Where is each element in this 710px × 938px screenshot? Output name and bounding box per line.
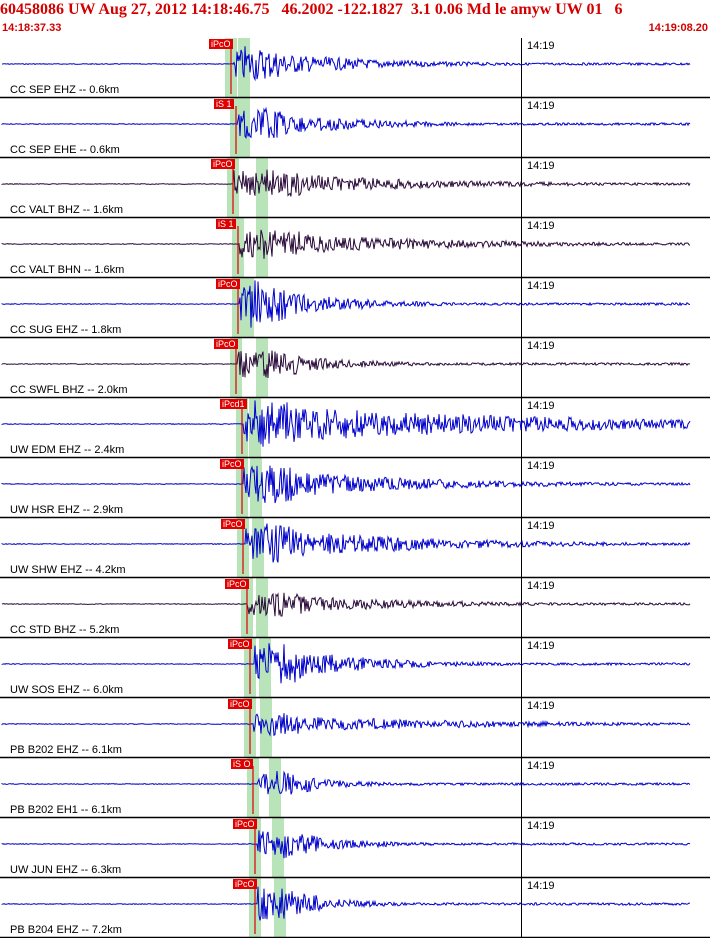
waveform-trace[interactable] <box>1 830 691 859</box>
waveform-trace[interactable] <box>1 106 691 139</box>
waveform-trace[interactable] <box>1 400 691 447</box>
s-window-band <box>259 638 271 698</box>
waveform-trace[interactable] <box>1 523 691 563</box>
waveform-trace[interactable] <box>2 46 691 82</box>
minute-label: 14:19 <box>527 100 555 112</box>
minute-label: 14:19 <box>527 520 555 532</box>
station-label: CC SWFL BHZ -- 2.0km <box>10 384 128 396</box>
minute-label: 14:19 <box>527 400 555 412</box>
waveform-trace[interactable] <box>1 643 691 684</box>
s-window-band <box>269 758 281 818</box>
station-label: PB B202 EH1 -- 6.1km <box>10 804 122 816</box>
phase-pick-label[interactable]: iPcO <box>216 279 240 289</box>
s-window-band <box>256 158 268 218</box>
minute-label: 14:19 <box>527 820 555 832</box>
s-window-band <box>272 818 284 878</box>
s-window-band <box>274 878 286 938</box>
station-label: PB B204 EHZ -- 7.2km <box>10 924 122 936</box>
s-window-band <box>249 398 261 458</box>
phase-pick-label[interactable]: iS 1 <box>216 219 236 229</box>
minute-label: 14:19 <box>527 40 555 52</box>
phase-pick-label[interactable]: iPcO <box>233 879 257 889</box>
waveform-trace[interactable] <box>1 592 691 617</box>
phase-pick-label[interactable]: iPcd1 <box>220 399 247 409</box>
phase-pick-label[interactable]: iPcO <box>209 39 233 49</box>
minute-label: 14:19 <box>527 160 555 172</box>
phase-pick-label[interactable]: iPcO <box>233 819 257 829</box>
s-window-band <box>256 218 268 278</box>
phase-pick-label[interactable]: iPcO <box>211 159 235 169</box>
start-time: 14:18:37.33 <box>2 22 62 34</box>
event-title: 60458086 UW Aug 27, 2012 14:18:46.75 46.… <box>0 1 623 18</box>
station-label: UW SOS EHZ -- 6.0km <box>10 684 124 696</box>
waveform-trace[interactable] <box>1 770 691 795</box>
station-label: UW HSR EHZ -- 2.9km <box>10 504 124 516</box>
waveform-trace[interactable] <box>1 280 690 328</box>
phase-pick-label[interactable]: iS O <box>231 759 253 769</box>
minute-label: 14:19 <box>527 340 555 352</box>
minute-label: 14:19 <box>527 280 555 292</box>
station-label: CC VALT BHN -- 1.6km <box>10 264 125 276</box>
s-window-band <box>238 98 250 158</box>
phase-pick-label[interactable]: iPcO <box>220 459 244 469</box>
phase-pick-label[interactable]: iS 1 <box>214 99 234 109</box>
station-label: PB B202 EHZ -- 6.1km <box>10 744 122 756</box>
station-label: CC SUG EHZ -- 1.8km <box>10 324 122 336</box>
s-window-band <box>260 698 272 758</box>
phase-pick-label[interactable]: iPcO <box>225 579 249 589</box>
waveform-canvas[interactable] <box>0 38 710 938</box>
phase-pick-label[interactable]: iPcO <box>228 639 252 649</box>
waveform-trace[interactable] <box>1 229 691 259</box>
event-header: 60458086 UW Aug 27, 2012 14:18:46.75 46.… <box>0 0 710 38</box>
minute-label: 14:19 <box>527 880 555 892</box>
phase-pick-label[interactable]: iPcO <box>221 519 245 529</box>
waveform-trace[interactable] <box>1 713 691 737</box>
minute-label: 14:19 <box>527 700 555 712</box>
minute-label: 14:19 <box>527 220 555 232</box>
minute-label: 14:19 <box>527 760 555 772</box>
station-label: CC SEP EHZ -- 0.6km <box>10 84 120 96</box>
station-label: UW JUN EHZ -- 6.3km <box>10 864 122 876</box>
station-label: UW EDM EHZ -- 2.4km <box>10 444 125 456</box>
phase-pick-label[interactable]: iPcO <box>214 339 238 349</box>
minute-label: 14:19 <box>527 640 555 652</box>
station-label: UW SHW EHZ -- 4.2km <box>10 564 126 576</box>
waveform-trace[interactable] <box>1 886 690 921</box>
station-label: CC VALT BHZ -- 1.6km <box>10 204 124 216</box>
seismogram-panel[interactable]: iPcO 14:19 CC SEP EHZ -- 0.6km iS 1 14:19 CC … <box>0 38 710 938</box>
station-label: CC STD BHZ -- 5.2km <box>10 624 120 636</box>
s-window-band <box>256 338 268 398</box>
minute-label: 14:19 <box>527 580 555 592</box>
waveform-trace[interactable] <box>1 169 691 197</box>
s-window-band <box>256 578 268 638</box>
station-label: CC SEP EHE -- 0.6km <box>10 144 120 156</box>
minute-label: 14:19 <box>527 460 555 472</box>
phase-pick-label[interactable]: iPcO <box>228 699 252 709</box>
waveform-trace[interactable] <box>1 350 691 379</box>
waveform-trace[interactable] <box>1 465 691 504</box>
end-time: 14:19:08.20 <box>648 22 708 34</box>
